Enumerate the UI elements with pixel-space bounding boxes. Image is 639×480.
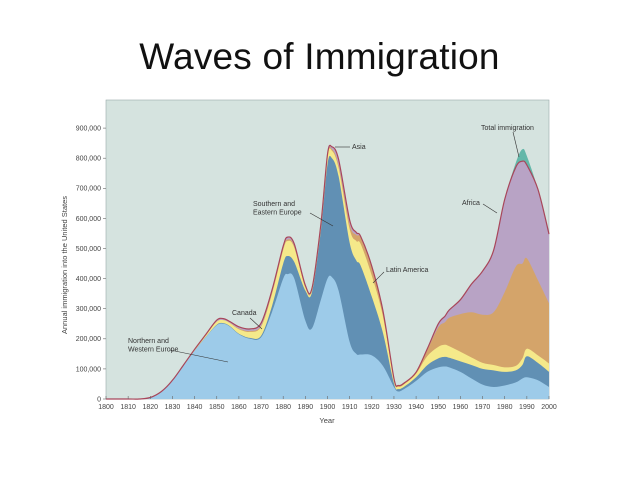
slide-title: Waves of Immigration — [139, 36, 500, 77]
x-tick-label: 1960 — [453, 404, 469, 411]
x-tick-label: 1910 — [342, 404, 358, 411]
x-tick-label: 1900 — [320, 404, 336, 411]
x-tick-label: 1860 — [231, 404, 247, 411]
x-tick-label: 1970 — [475, 404, 491, 411]
x-tick-label: 1940 — [408, 404, 424, 411]
label-asia: Asia — [352, 144, 366, 151]
x-tick-label: 1990 — [519, 404, 535, 411]
y-tick-label: 800,000 — [76, 156, 101, 163]
leader-canada — [249, 317, 263, 330]
y-tick-label: 100,000 — [76, 366, 101, 373]
x-tick-label: 1980 — [497, 404, 513, 411]
stacked-areas — [106, 145, 549, 400]
x-axis: 1800 1810 1820 1830 1840 1850 1860 1870 1880 1890… — [98, 396, 557, 411]
y-tick-label: 300,000 — [76, 306, 101, 313]
label-africa: Africa — [462, 200, 480, 207]
label-total-immigration: Total immigration — [481, 125, 534, 132]
y-axis-title: Annual immigration into the United State… — [60, 196, 69, 334]
annotations: Northern and Western Europe Canada Southe… — [128, 125, 534, 363]
x-tick-label: 1850 — [209, 404, 225, 411]
label-canada: Canada — [232, 310, 257, 317]
leader-se-europe — [309, 212, 334, 227]
y-tick-label: 200,000 — [76, 336, 101, 343]
y-tick-label: 600,000 — [76, 216, 101, 223]
x-tick-label: 1950 — [430, 404, 446, 411]
leader-total-immigration — [512, 131, 520, 158]
x-tick-label: 1890 — [298, 404, 314, 411]
label-se-europe: Southern and Eastern Europe — [253, 201, 302, 217]
y-tick-label: 900,000 — [76, 126, 101, 133]
leader-nw-europe — [169, 349, 229, 363]
x-tick-label: 1930 — [386, 404, 402, 411]
total-outline — [105, 144, 550, 400]
x-tick-label: 1830 — [165, 404, 181, 411]
y-tick-label: 700,000 — [76, 186, 101, 193]
leader-africa — [482, 203, 498, 214]
x-tick-label: 1810 — [120, 404, 136, 411]
x-tick-label: 1820 — [143, 404, 159, 411]
y-tick-label: 0 — [97, 396, 101, 403]
x-axis-title: Year — [319, 416, 335, 425]
x-tick-label: 1880 — [275, 404, 291, 411]
x-tick-label: 1920 — [364, 404, 380, 411]
label-nw-europe: Northern and Western Europe — [128, 338, 179, 354]
leader-latin-america — [372, 271, 385, 284]
x-tick-label: 1800 — [98, 404, 114, 411]
x-tick-label: 2000 — [541, 404, 557, 411]
y-tick-label: 500,000 — [76, 246, 101, 253]
area-nw-europe — [106, 273, 549, 400]
y-tick-label: 400,000 — [76, 276, 101, 283]
africa-line — [105, 144, 550, 400]
y-axis: 0 100,000 200,000 300,000 400,000 500,000 600,… — [76, 126, 106, 403]
label-latin-america: Latin America — [386, 267, 429, 274]
x-tick-label: 1870 — [253, 404, 269, 411]
x-tick-label: 1840 — [187, 404, 203, 411]
